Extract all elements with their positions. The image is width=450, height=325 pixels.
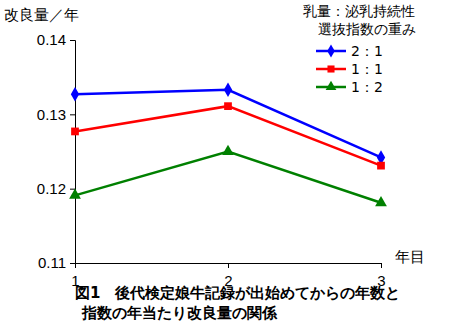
x-tick-mark [75,263,76,268]
legend-label: 2：1 [351,43,383,59]
legend-marker [326,81,337,90]
y-tick: 0.14 [37,31,75,48]
plot-area [69,83,387,207]
y-axis-title: 改良量／年 [4,6,79,24]
legend-entry: 1：1 [316,61,383,77]
series-marker [69,189,81,199]
legend: 乳量：泌乳持続性選抜指数の重み 2：1 1：1 1：2 [303,3,416,95]
legend-label: 1：2 [351,79,383,95]
series-marker [222,145,234,155]
legend-label: 1：1 [351,61,383,77]
series-marker [377,162,385,170]
y-tick: 0.12 [37,180,75,197]
x-axis-line [76,264,382,269]
y-tick-label: 0.14 [37,31,66,48]
y-tick-mark [70,40,75,41]
y-tick-label: 0.11 [38,254,66,271]
y-tick-mark [70,263,75,264]
x-axis-title: 年目 [395,248,425,266]
series-marker [71,128,79,136]
legend-entry: 2：1 [316,43,383,59]
series-line [75,152,381,203]
series-marker [224,102,232,110]
legend-entry: 1：2 [316,79,383,95]
y-tick-label: 0.13 [37,106,66,123]
y-tick-mark [70,114,75,115]
chart-title: 図1 後代検定娘牛記録が出始めてからの年数と指数の年当たり改良量の関係 [75,284,400,322]
series-line [75,106,381,165]
series-marker [71,87,79,101]
y-tick: 0.13 [37,106,75,123]
chart: 0.110.120.130.14123改良量／年年目乳量：泌乳持続性選抜指数の重… [0,0,450,325]
y-tick: 0.11 [38,254,75,271]
y-tick-mark [70,189,75,190]
legend-title: 乳量：泌乳持続性選抜指数の重み [303,3,416,37]
y-axis: 0.11 0.12 0.13 0.14 [37,31,76,271]
x-tick-mark [228,263,229,268]
y-tick-label: 0.12 [37,180,66,197]
x-tick-mark [381,263,382,268]
legend-marker [327,44,335,57]
series-marker [375,196,387,206]
y-axis-line [70,41,76,264]
series-marker [224,83,232,97]
legend-marker [327,65,334,72]
